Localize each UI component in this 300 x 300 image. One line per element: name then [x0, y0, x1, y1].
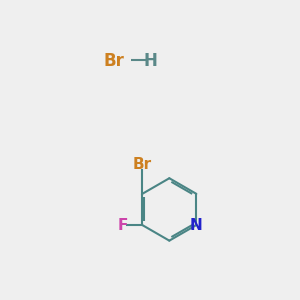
Text: F: F: [118, 218, 128, 232]
Text: Br: Br: [133, 157, 152, 172]
Text: Br: Br: [104, 52, 125, 70]
Text: N: N: [190, 218, 203, 232]
Text: H: H: [143, 52, 157, 70]
